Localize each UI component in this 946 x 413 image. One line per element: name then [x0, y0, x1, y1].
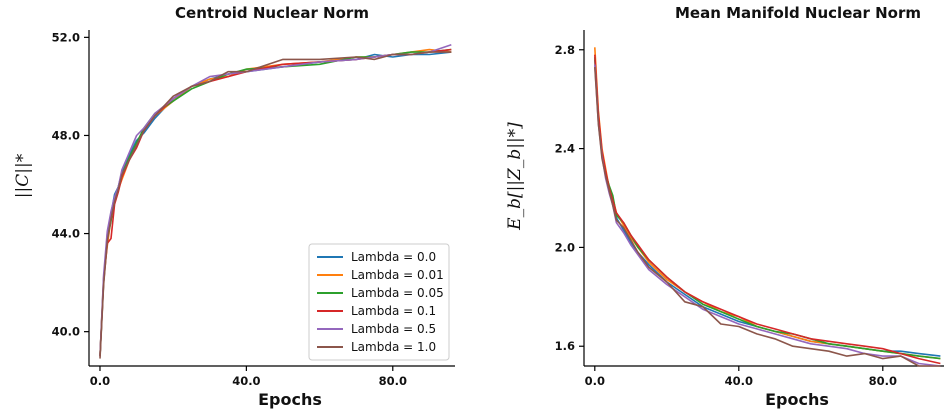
y-tick-label: 1.6: [555, 339, 575, 353]
ticks: 0.0 40.0 80.0 40.0 44.0 48.0 52.0: [52, 30, 407, 388]
legend-label: Lambda = 0.0: [351, 250, 436, 264]
legend-label: Lambda = 0.5: [351, 322, 436, 336]
series-line-lambda-1-0: [594, 67, 941, 367]
legend: Lambda = 0.0 Lambda = 0.01 Lambda = 0.05 La…: [308, 243, 450, 361]
ticks: 0.0 40.0 80.0 1.6 2.0 2.4 2.8: [555, 43, 897, 388]
y-axis-label: ||C||*: [13, 153, 33, 198]
y-tick-label: 44.0: [52, 227, 80, 241]
x-axis-label: Epochs: [765, 390, 829, 409]
x-tick-label: 0.0: [585, 374, 605, 388]
legend-label: Lambda = 0.01: [351, 268, 444, 282]
x-tick-label: 80.0: [379, 374, 407, 388]
y-tick-label: 2.0: [555, 240, 575, 254]
x-axis-label: Epochs: [258, 390, 322, 409]
x-tick-label: 80.0: [869, 374, 897, 388]
legend-box: [308, 243, 450, 361]
series-line-lambda-0-01: [594, 47, 941, 360]
plot-area: [99, 43, 452, 359]
series-line-lambda-0-0: [594, 59, 941, 357]
y-tick-label: 2.4: [555, 142, 575, 156]
chart-title: Centroid Nuclear Norm: [175, 4, 369, 22]
y-tick-label: 52.0: [52, 30, 80, 44]
legend-label: Lambda = 1.0: [351, 340, 436, 354]
axes: [583, 30, 944, 367]
x-tick-label: 40.0: [232, 374, 260, 388]
series-line-lambda-0-5: [594, 64, 941, 367]
x-tick-label: 40.0: [725, 374, 753, 388]
series-line-lambda-0-05: [594, 57, 941, 360]
centroid-nuclear-norm-chart: Centroid Nuclear Norm Epochs ||C||* 0.0 4…: [13, 4, 455, 409]
y-tick-label: 2.8: [555, 43, 575, 57]
mean-manifold-nuclear-norm-chart: Mean Manifold Nuclear Norm Epochs E_b[||…: [505, 4, 944, 409]
legend-label: Lambda = 0.1: [351, 304, 436, 318]
axes: [88, 30, 455, 367]
series-line-lambda-1-0: [99, 51, 452, 359]
x-tick-label: 0.0: [90, 374, 110, 388]
y-axis-label: E_b[||Z_b||*]: [505, 122, 525, 231]
series-line-lambda-0-5: [99, 43, 452, 357]
plot-area: [594, 47, 941, 367]
series-line-lambda-0-1: [594, 54, 941, 365]
chart-title: Mean Manifold Nuclear Norm: [675, 4, 921, 22]
y-tick-label: 40.0: [52, 325, 80, 339]
legend-label: Lambda = 0.05: [351, 286, 444, 300]
y-tick-label: 48.0: [52, 128, 80, 142]
